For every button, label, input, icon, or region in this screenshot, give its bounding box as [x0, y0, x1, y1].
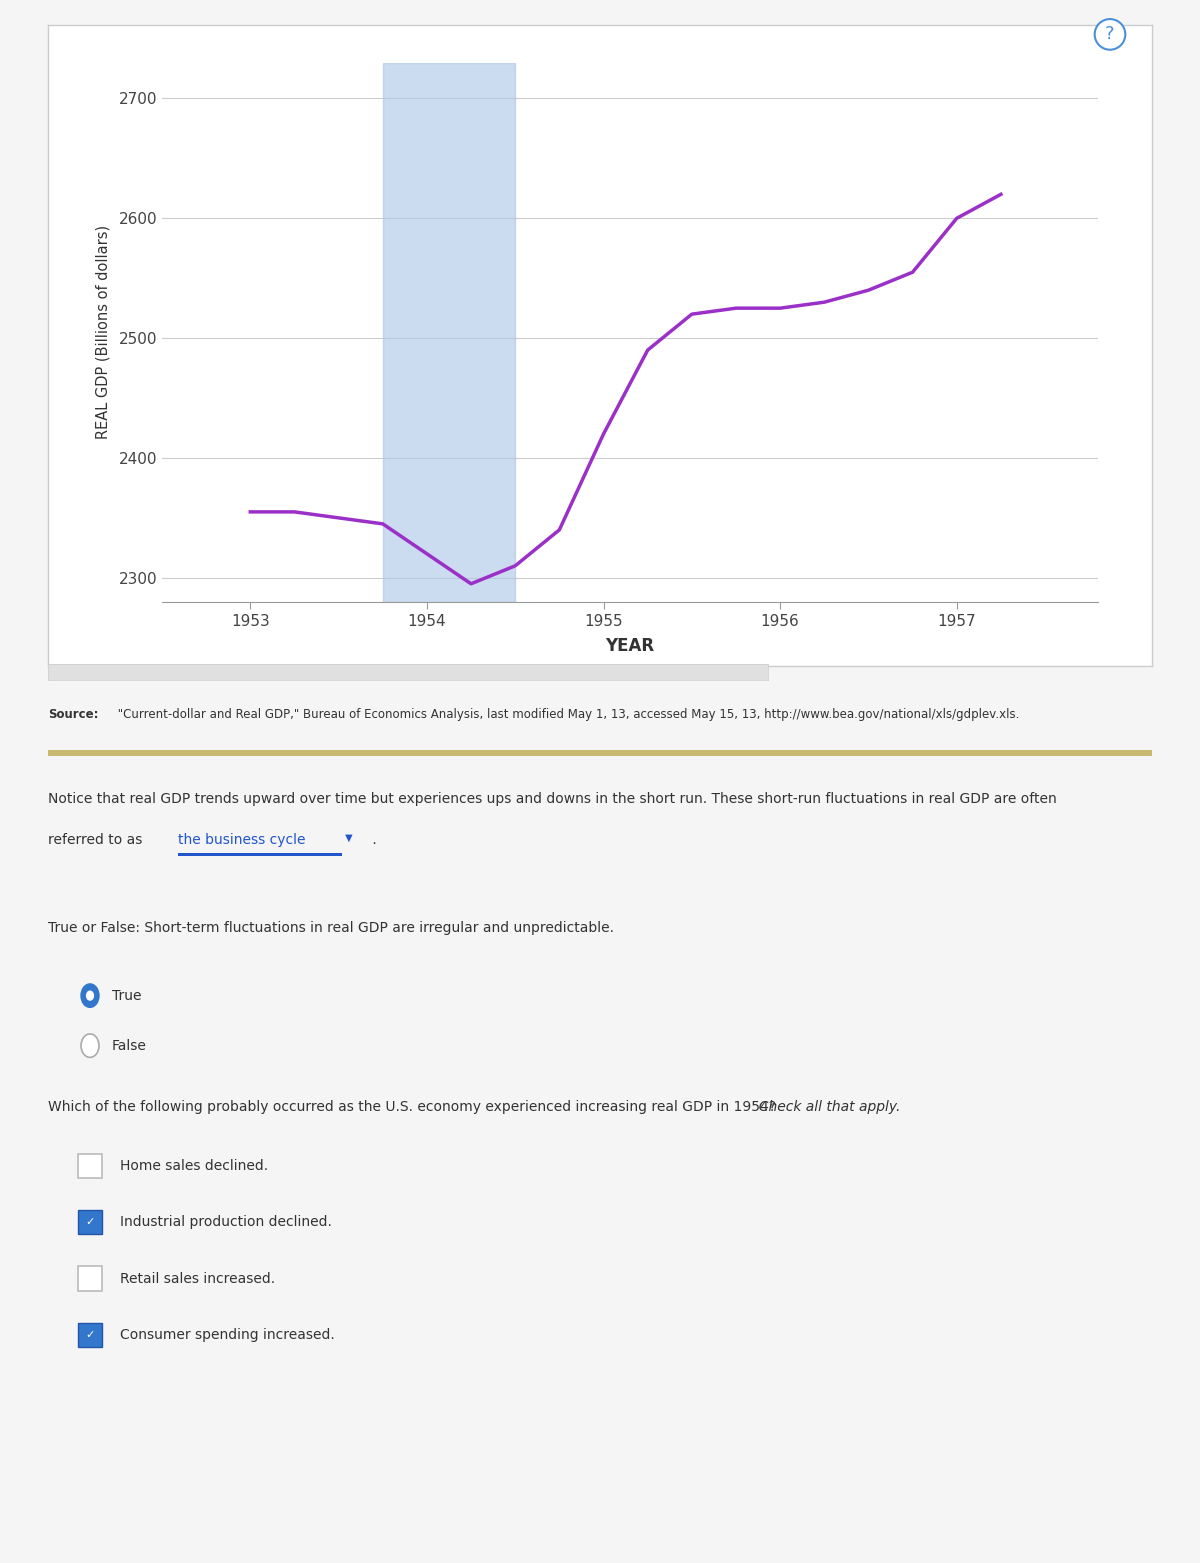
Text: Notice that real GDP trends upward over time but experiences ups and downs in th: Notice that real GDP trends upward over …	[48, 792, 1057, 807]
Text: "Current-dollar and Real GDP," Bureau of Economics Analysis, last modified May 1: "Current-dollar and Real GDP," Bureau of…	[114, 708, 1019, 721]
Bar	[383, 63, 515, 602]
Text: ▼: ▼	[342, 833, 353, 842]
Text: True: True	[112, 989, 142, 1002]
Y-axis label: REAL GDP (Billions of dollars): REAL GDP (Billions of dollars)	[95, 225, 110, 439]
Text: .: .	[368, 833, 377, 847]
Text: True or False: Short-term fluctuations in real GDP are irregular and unpredictab: True or False: Short-term fluctuations i…	[48, 921, 614, 935]
Text: Retail sales increased.: Retail sales increased.	[120, 1272, 275, 1285]
Text: Industrial production declined.: Industrial production declined.	[120, 1216, 332, 1229]
Text: Home sales declined.: Home sales declined.	[120, 1160, 268, 1172]
Text: referred to as: referred to as	[48, 833, 146, 847]
Text: ✓: ✓	[85, 1218, 95, 1227]
Text: Check all that apply.: Check all that apply.	[750, 1100, 900, 1114]
X-axis label: YEAR: YEAR	[606, 636, 654, 655]
Text: False: False	[112, 1039, 146, 1052]
Text: the business cycle: the business cycle	[178, 833, 305, 847]
Text: ?: ?	[1105, 25, 1115, 44]
Text: Source:: Source:	[48, 708, 98, 721]
Text: Which of the following probably occurred as the U.S. economy experienced increas: Which of the following probably occurred…	[48, 1100, 776, 1114]
Text: Consumer spending increased.: Consumer spending increased.	[120, 1329, 335, 1341]
Text: ✓: ✓	[85, 1330, 95, 1339]
